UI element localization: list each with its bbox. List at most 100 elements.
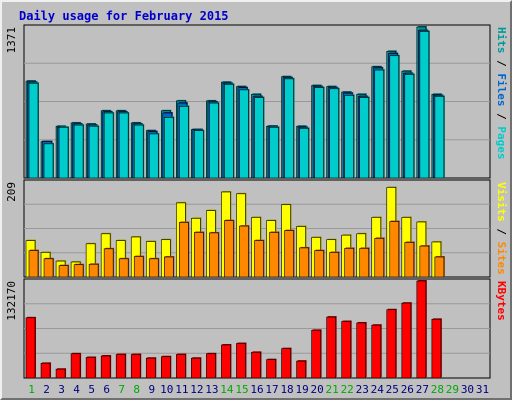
bar-kbytes-day-9 [145, 357, 156, 379]
day-label-5: 5 [88, 383, 95, 396]
bar-pages-day-10 [163, 117, 174, 179]
bar-pages-day-8 [133, 124, 144, 179]
day-label-15: 15 [235, 383, 248, 396]
bar-kbytes-day-26 [401, 302, 412, 379]
bar-sites-day-15 [239, 225, 249, 278]
bar-kbytes-day-5 [85, 357, 96, 379]
bar-kbytes-day-2 [40, 363, 51, 379]
day-label-22: 22 [341, 383, 354, 396]
day-label-24: 24 [371, 383, 385, 396]
day-label-28: 28 [431, 383, 444, 396]
bar-pages-day-22 [344, 95, 354, 179]
bar-kbytes-day-11 [176, 354, 186, 379]
series-legend: Hits / Files / Pages [495, 27, 508, 160]
bar-sites-day-16 [254, 240, 264, 278]
legend-visits: Visits [495, 182, 508, 222]
bar-pages-day-7 [118, 112, 129, 179]
bar-sites-day-13 [209, 232, 219, 278]
legend-separator: / [495, 107, 508, 127]
bar-pages-day-28 [434, 96, 445, 179]
bar-sites-day-6 [103, 248, 114, 278]
bar-kbytes-day-27 [416, 280, 427, 379]
bar-sites-day-28 [434, 256, 445, 278]
day-label-27: 27 [416, 383, 429, 396]
day-label-4: 4 [73, 383, 80, 396]
bar-sites-day-23 [359, 248, 370, 278]
day-label-19: 19 [295, 383, 308, 396]
day-label-26: 26 [401, 383, 414, 396]
chart-title: Daily usage for February 2015 [19, 9, 229, 23]
bar-pages-day-18 [284, 78, 294, 179]
day-label-29: 29 [446, 383, 459, 396]
day-label-6: 6 [103, 383, 110, 396]
chart-panels: 1371 Hits / Files / Pages 209 Visits / Site… [5, 24, 508, 379]
bar-kbytes-day-18 [281, 348, 291, 379]
bar-pages-day-17 [269, 127, 279, 179]
bar-kbytes-day-3 [55, 368, 66, 379]
bar-pages-day-14 [224, 84, 234, 179]
legend-hits: Hits [495, 27, 508, 54]
day-label-16: 16 [250, 383, 263, 396]
bar-kbytes-day-25 [386, 309, 397, 379]
legend-pages: Pages [495, 126, 508, 159]
bar-pages-day-12 [194, 130, 204, 179]
day-label-3: 3 [58, 383, 65, 396]
bar-kbytes-day-14 [221, 344, 231, 379]
day-label-21: 21 [326, 383, 339, 396]
ymax-label: 209 [5, 182, 18, 202]
bar-kbytes-day-17 [266, 359, 276, 379]
day-label-7: 7 [118, 383, 125, 396]
bar-sites-day-18 [284, 230, 294, 278]
bar-sites-day-22 [344, 248, 354, 278]
bar-kbytes-day-20 [311, 329, 321, 379]
bar-sites-day-17 [269, 232, 279, 278]
bar-kbytes-day-15 [236, 343, 246, 379]
bar-sites-day-4 [73, 264, 84, 278]
bar-pages-day-4 [73, 124, 84, 179]
bar-pages-day-21 [329, 88, 339, 179]
bar-sites-day-14 [224, 220, 234, 278]
series-sites [28, 219, 445, 278]
day-label-12: 12 [190, 383, 203, 396]
bar-sites-day-8 [133, 256, 144, 278]
bar-pages-day-2 [43, 143, 54, 179]
bar-sites-day-20 [314, 250, 324, 278]
bar-sites-day-10 [163, 256, 174, 278]
series-pages [28, 30, 445, 179]
legend-files: Files [495, 73, 508, 106]
bar-pages-day-16 [254, 97, 264, 179]
day-axis: 1 2 3 4 5 6 7 8 9 10 11 12 13 14 15 16 17 18 19 20 21 22 23 24 2… [28, 383, 489, 396]
bar-sites-day-12 [194, 232, 204, 278]
bar-kbytes-day-6 [100, 355, 111, 379]
day-label-1: 1 [28, 383, 35, 396]
bar-sites-day-24 [374, 238, 385, 278]
day-label-9: 9 [148, 383, 155, 396]
bar-pages-day-24 [374, 69, 385, 179]
ymax-label: 132170 [5, 281, 18, 321]
series-legend: KBytes [495, 281, 508, 321]
bar-pages-day-19 [299, 128, 309, 179]
bar-pages-day-6 [103, 112, 114, 179]
bar-kbytes-day-16 [251, 352, 261, 379]
bar-pages-day-20 [314, 87, 324, 179]
bar-pages-day-23 [359, 97, 370, 179]
day-label-23: 23 [356, 383, 369, 396]
bar-sites-day-25 [389, 221, 400, 278]
bar-sites-day-5 [88, 263, 99, 278]
bar-pages-day-1 [28, 82, 39, 179]
legend-separator: / [495, 222, 508, 242]
day-label-11: 11 [175, 383, 188, 396]
bar-kbytes-day-4 [70, 353, 81, 379]
legend-kbytes: KBytes [495, 281, 508, 321]
day-label-18: 18 [280, 383, 293, 396]
bar-sites-day-11 [179, 222, 189, 278]
bar-sites-day-19 [299, 247, 309, 278]
bar-kbytes-day-7 [115, 354, 126, 379]
day-label-25: 25 [386, 383, 399, 396]
bar-kbytes-day-19 [296, 360, 306, 379]
day-label-31: 31 [476, 383, 489, 396]
bar-sites-day-1 [28, 250, 39, 278]
bar-kbytes-day-23 [356, 322, 367, 379]
day-label-10: 10 [160, 383, 173, 396]
legend-separator: / [495, 54, 508, 74]
